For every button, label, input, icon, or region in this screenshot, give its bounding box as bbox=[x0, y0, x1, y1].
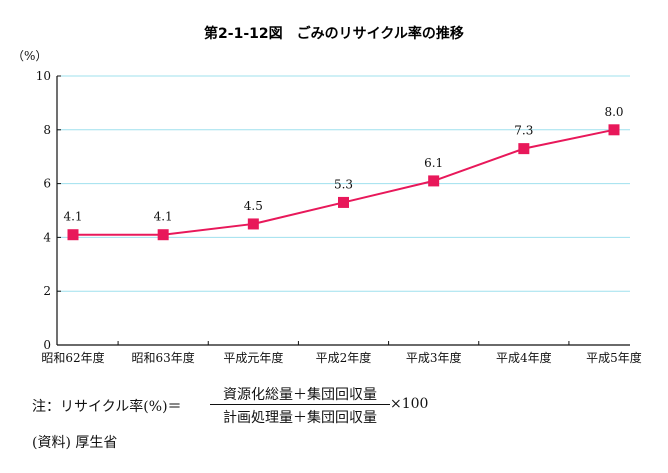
x-axis-ticks: 昭和62年度 昭和63年度 平成元年度 平成2年度 平成3年度 平成4年度 平成5年度 bbox=[41, 341, 642, 365]
data-label-3: 5.3 bbox=[334, 177, 353, 191]
gridlines bbox=[57, 75, 630, 292]
chart-title: 第2-1-12図 ごみのリサイクル率の推移 bbox=[204, 25, 464, 42]
y-tick-label-0: 0 bbox=[43, 338, 51, 352]
x-tick-label-5: 平成4年度 bbox=[496, 350, 552, 365]
data-label-6: 8.0 bbox=[604, 105, 623, 119]
formula-suffix: ×100 bbox=[390, 396, 429, 412]
data-point-2 bbox=[247, 218, 259, 230]
data-label-4: 6.1 bbox=[424, 156, 443, 170]
axes bbox=[56, 76, 630, 346]
data-point-3 bbox=[338, 196, 349, 208]
line-chart: 第2-1-12図 ごみのリサイクル率の推移 （%） 0 2 4 6 8 10 昭和62年度… bbox=[12, 25, 642, 365]
data-label-1: 4.1 bbox=[154, 210, 173, 224]
x-tick-label-3: 平成2年度 bbox=[316, 350, 372, 365]
source-note: (資料) 厚生省 bbox=[32, 435, 118, 451]
formula-denominator: 計画処理量＋集団回収量 bbox=[223, 410, 377, 426]
y-tick-label-4: 4 bbox=[43, 230, 51, 244]
formula-prefix: 注：リサイクル率(%)＝ bbox=[32, 399, 182, 415]
y-tick-label-10: 10 bbox=[36, 69, 51, 83]
x-tick-label-4: 平成3年度 bbox=[406, 350, 462, 365]
x-tick-label-2: 平成元年度 bbox=[223, 350, 283, 365]
data-label-5: 7.3 bbox=[514, 124, 533, 138]
data-label-0: 4.1 bbox=[63, 210, 82, 224]
data-point-6 bbox=[608, 124, 620, 136]
data-point-5 bbox=[518, 143, 530, 155]
x-tick-label-0: 昭和62年度 bbox=[41, 350, 104, 365]
formula-numerator: 資源化総量＋集団回収量 bbox=[223, 387, 377, 403]
data-point-0 bbox=[67, 229, 79, 241]
data-labels: 4.1 4.1 4.5 5.3 6.1 7.3 8.0 bbox=[63, 105, 623, 224]
y-tick-label-6: 6 bbox=[43, 177, 51, 191]
formula-fraction-bar bbox=[210, 404, 390, 405]
recycling-rate-series bbox=[67, 124, 620, 241]
data-point-1 bbox=[157, 229, 169, 241]
x-tick-label-1: 昭和63年度 bbox=[132, 350, 195, 365]
data-label-2: 4.5 bbox=[244, 199, 263, 213]
y-tick-label-8: 8 bbox=[43, 123, 51, 137]
y-tick-label-2: 2 bbox=[43, 284, 51, 298]
y-axis-ticks: 0 2 4 6 8 10 bbox=[36, 69, 61, 352]
data-point-4 bbox=[428, 175, 440, 187]
y-axis-unit: （%） bbox=[12, 49, 47, 63]
x-tick-label-6: 平成5年度 bbox=[586, 350, 642, 365]
